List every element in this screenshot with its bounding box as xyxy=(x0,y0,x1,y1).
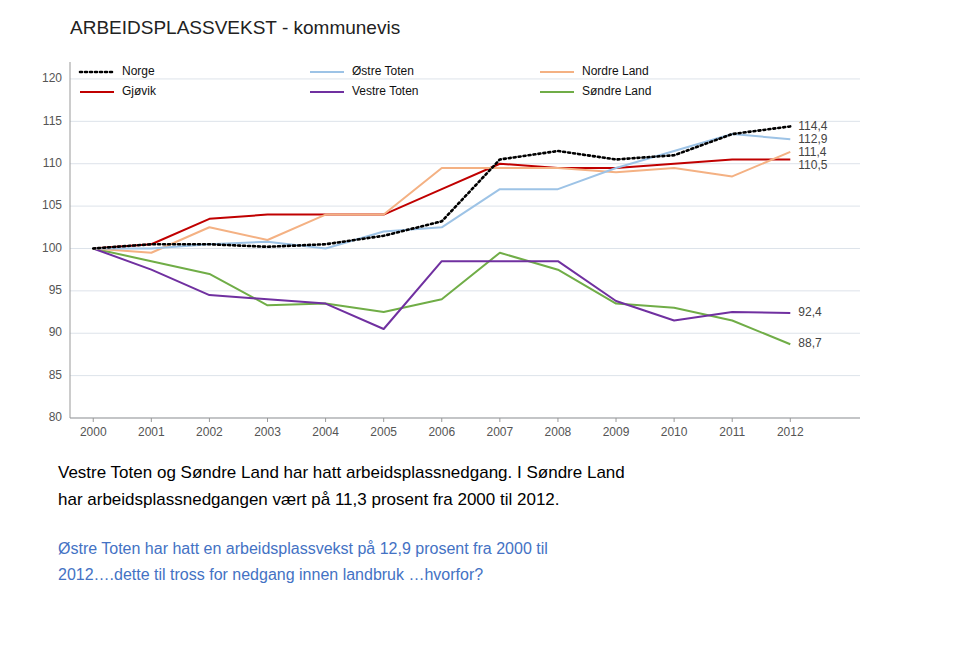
grid xyxy=(70,79,860,418)
chart: ARBEIDSPLASSVEKST - kommunevis 80 85 90 95 10… xyxy=(0,0,960,665)
title: ARBEIDSPLASSVEKST - kommunevis xyxy=(70,17,400,38)
x-tick-label: 2007 xyxy=(487,425,514,439)
annotation: Vestre Toten og Søndre Land har hatt arb… xyxy=(58,463,625,509)
y-tick-label: 115 xyxy=(43,114,62,128)
value-label: 114,4 xyxy=(798,119,827,133)
annotation-line: Østre Toten har hatt en arbeidsplassveks… xyxy=(58,540,548,557)
y-tick-label: 110 xyxy=(43,156,62,170)
series-line xyxy=(93,152,790,253)
x-tick-label: 2009 xyxy=(603,425,630,439)
annotation-line: har arbeidsplassnedgangen vært på 11,3 p… xyxy=(58,490,560,509)
x-tick-label: 2001 xyxy=(138,425,165,439)
y-tick-label: 85 xyxy=(49,368,63,382)
annotation-line: 2012….dette til tross for nedgang innen … xyxy=(58,566,483,583)
grid-line xyxy=(70,375,860,376)
grid-line xyxy=(70,333,860,334)
legend-label: Gjøvik xyxy=(122,84,157,98)
grid-line xyxy=(70,163,860,164)
legend-swatch xyxy=(80,71,114,74)
y-axis-line xyxy=(70,62,71,418)
y-tick-label: 120 xyxy=(42,71,62,85)
annotation: Østre Toten har hatt en arbeidsplassveks… xyxy=(58,540,548,583)
x-tick-label: 2012 xyxy=(777,425,804,439)
x-tick xyxy=(674,418,675,422)
legend: Norge Østre Toten Nordre Land Gjøvik Vestre … xyxy=(80,64,651,98)
x-tick xyxy=(209,418,210,422)
series-line xyxy=(93,248,790,329)
grid-line xyxy=(70,78,860,79)
legend-label: Østre Toten xyxy=(352,64,414,78)
series-line xyxy=(93,159,790,248)
y-tick-label: 80 xyxy=(49,410,63,424)
y-tick-label: 105 xyxy=(42,198,62,212)
value-label: 110,5 xyxy=(798,158,827,172)
x-tick xyxy=(267,418,268,422)
grid-line xyxy=(70,290,860,291)
value-label: 88,7 xyxy=(798,336,822,350)
value-label: 92,4 xyxy=(798,305,822,319)
x-tick xyxy=(441,418,442,422)
value-label: 111,4 xyxy=(798,145,827,159)
legend-swatch xyxy=(540,71,574,73)
series-line xyxy=(93,126,790,248)
lines xyxy=(93,126,790,344)
legend-swatch xyxy=(80,91,114,93)
legend-label: Norge xyxy=(122,64,155,78)
grid-line xyxy=(70,206,860,207)
annotation-line: Vestre Toten og Søndre Land har hatt arb… xyxy=(58,463,625,482)
x-tick-label: 2005 xyxy=(370,425,397,439)
x-tick-label: 2004 xyxy=(312,425,339,439)
legend-swatch xyxy=(310,71,344,73)
x-tick-label: 2008 xyxy=(545,425,572,439)
x-tick xyxy=(151,418,152,422)
value-label: 112,9 xyxy=(798,132,827,146)
y-tick-label: 100 xyxy=(42,241,62,255)
grid-line xyxy=(70,121,860,122)
x-tick xyxy=(325,418,326,422)
grid-line xyxy=(70,248,860,249)
x-tick-label: 2011 xyxy=(719,425,745,439)
legend-label: Vestre Toten xyxy=(352,84,419,98)
legend-swatch xyxy=(310,91,344,93)
x-tick xyxy=(383,418,384,422)
x-tick xyxy=(790,418,791,422)
legend-swatch xyxy=(540,91,574,93)
x-tick-label: 2003 xyxy=(254,425,281,439)
x-tick xyxy=(499,418,500,422)
y-tick-label: 95 xyxy=(49,283,63,297)
x-tick-label: 2002 xyxy=(196,425,223,439)
x-tick-label: 2010 xyxy=(661,425,688,439)
series-line xyxy=(93,248,790,344)
x-tick-label: 2000 xyxy=(80,425,107,439)
x-tick xyxy=(93,418,94,422)
x-tick xyxy=(732,418,733,422)
page: {"chart_data": { "type": "line", "title"… xyxy=(0,0,960,665)
legend-label: Søndre Land xyxy=(582,84,651,98)
y-tick-label: 90 xyxy=(49,325,63,339)
x-axis-line xyxy=(70,418,860,419)
x-tick xyxy=(616,418,617,422)
x-tick-label: 2006 xyxy=(428,425,455,439)
grid-line xyxy=(70,418,860,419)
legend-label: Nordre Land xyxy=(582,64,649,78)
x-tick xyxy=(557,418,558,422)
